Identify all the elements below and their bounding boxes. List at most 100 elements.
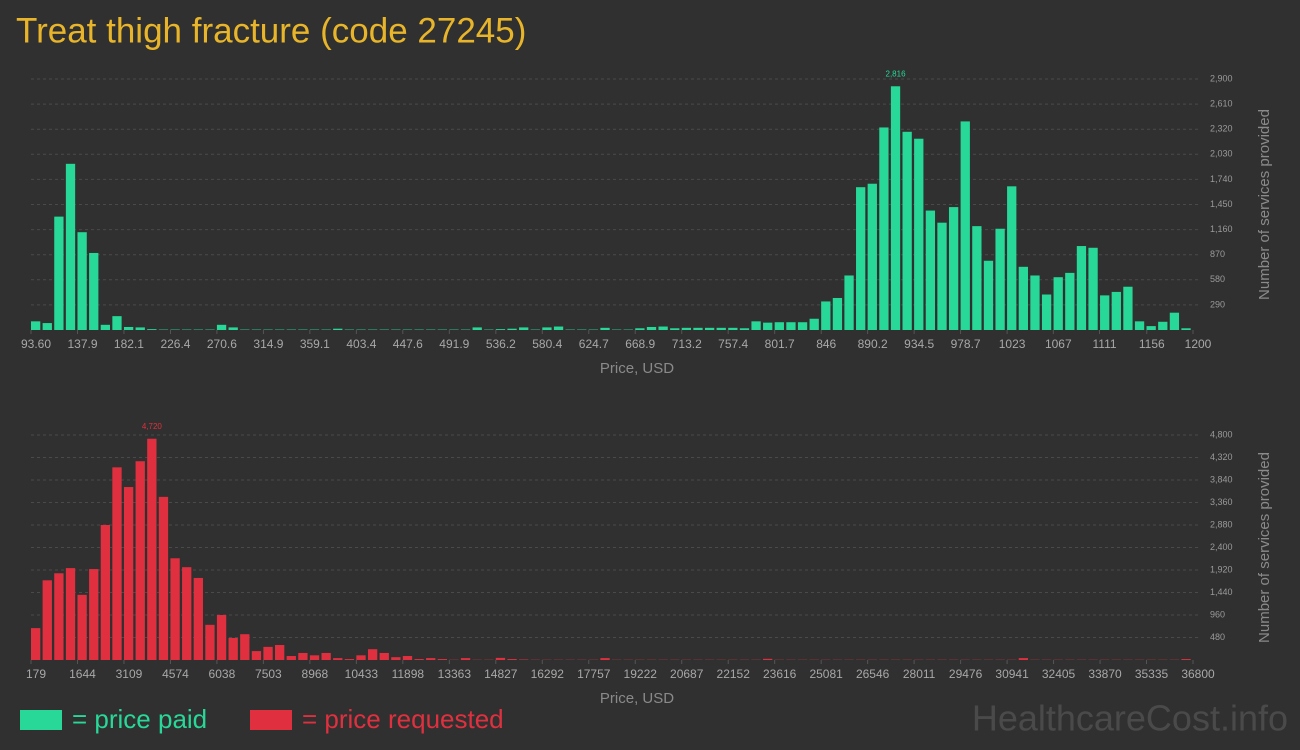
value-label: 2,816 <box>886 69 907 78</box>
bar <box>89 569 99 660</box>
bar <box>693 327 703 330</box>
legend-swatch <box>20 710 62 730</box>
x-tick-label: 890.2 <box>858 337 888 351</box>
y-tick-label: 2,030 <box>1210 149 1233 159</box>
x-tick-label: 447.6 <box>393 337 423 351</box>
bar <box>100 324 111 330</box>
bar <box>995 228 1005 330</box>
x-tick-label: 624.7 <box>579 337 609 351</box>
x-tick-label: 314.9 <box>253 337 283 351</box>
bar <box>914 138 924 330</box>
bar <box>1146 326 1156 330</box>
x-tick-label: 6038 <box>209 667 236 681</box>
x-tick-label: 846 <box>816 337 836 351</box>
bar <box>391 657 401 660</box>
page-title: Treat thigh fracture (code 27245) <box>16 11 526 50</box>
bar <box>367 649 378 660</box>
x-tick-label: 4574 <box>162 667 189 681</box>
bar <box>1123 286 1133 330</box>
bar <box>763 322 773 330</box>
x-tick-label: 33870 <box>1088 667 1122 681</box>
bar <box>228 637 238 660</box>
x-tick-label: 11898 <box>392 667 425 681</box>
bar <box>1100 295 1110 330</box>
x-tick-label: 668.9 <box>625 337 655 351</box>
x-tick-label: 713.2 <box>672 337 702 351</box>
y-tick-label: 3,840 <box>1210 474 1233 484</box>
y-tick-label: 290 <box>1210 299 1225 309</box>
bar <box>240 634 250 660</box>
bar <box>1111 291 1121 330</box>
bar <box>553 326 564 330</box>
y-tick-label: 1,740 <box>1210 174 1233 184</box>
y-tick-label: 960 <box>1210 609 1225 619</box>
bar <box>31 321 41 330</box>
x-tick-label: 1067 <box>1045 337 1072 351</box>
bar <box>832 297 843 330</box>
bar <box>286 656 296 660</box>
bar <box>77 232 87 330</box>
bar <box>42 323 52 330</box>
bar <box>495 657 506 660</box>
bar <box>983 260 994 330</box>
x-tick-label: 3109 <box>116 667 143 681</box>
legend-label: = price paid <box>72 704 207 734</box>
bar <box>763 658 773 660</box>
bar <box>309 655 320 660</box>
bar <box>646 326 657 330</box>
bar <box>1076 246 1087 330</box>
x-tick-label: 35335 <box>1135 667 1169 681</box>
x-tick-label: 10433 <box>345 667 379 681</box>
x-tick-label: 7503 <box>255 667 282 681</box>
bar <box>77 594 87 660</box>
bar <box>728 327 738 330</box>
bar <box>1007 186 1017 330</box>
bar <box>263 646 273 660</box>
x-tick-label: 17757 <box>577 667 611 681</box>
bar <box>1134 321 1145 330</box>
bar <box>821 301 831 330</box>
bar <box>519 327 529 330</box>
value-label: 4,720 <box>142 422 163 431</box>
bar <box>1158 321 1168 330</box>
bar <box>205 624 215 660</box>
y-axis-title: Number of services provided <box>1256 452 1273 643</box>
y-tick-label: 580 <box>1210 274 1225 284</box>
x-tick-label: 1156 <box>1139 337 1165 351</box>
x-axis-title: Price, USD <box>600 360 674 377</box>
x-tick-label: 29476 <box>949 667 983 681</box>
bar <box>54 573 64 660</box>
bar <box>89 252 99 330</box>
x-tick-label: 580.4 <box>532 337 562 351</box>
bar <box>426 658 436 660</box>
bar <box>1018 658 1028 660</box>
watermark: HealthcareCost.info <box>972 698 1288 739</box>
x-tick-label: 32405 <box>1042 667 1076 681</box>
bar <box>135 327 145 330</box>
x-tick-label: 1023 <box>999 337 1026 351</box>
y-axis-title: Number of services provided <box>1256 109 1273 300</box>
x-tick-label: 934.5 <box>904 337 934 351</box>
bar <box>275 645 285 660</box>
bar <box>1053 277 1063 330</box>
bar <box>1030 275 1040 330</box>
x-tick-label: 20687 <box>670 667 704 681</box>
bar <box>1181 659 1191 660</box>
y-tick-label: 2,880 <box>1210 519 1233 529</box>
bar <box>182 567 192 660</box>
bar <box>948 207 959 330</box>
bar <box>42 580 52 660</box>
bar <box>460 658 471 660</box>
bar <box>333 658 343 660</box>
y-tick-label: 2,900 <box>1210 73 1233 83</box>
bar <box>937 222 947 330</box>
x-tick-label: 226.4 <box>160 337 190 351</box>
bar <box>170 558 180 660</box>
x-tick-label: 978.7 <box>951 337 981 351</box>
bar <box>751 321 761 330</box>
x-tick-label: 23616 <box>763 667 797 681</box>
bar <box>856 187 866 330</box>
bar <box>809 318 819 330</box>
bar <box>600 658 610 660</box>
x-tick-label: 30941 <box>995 667 1029 681</box>
